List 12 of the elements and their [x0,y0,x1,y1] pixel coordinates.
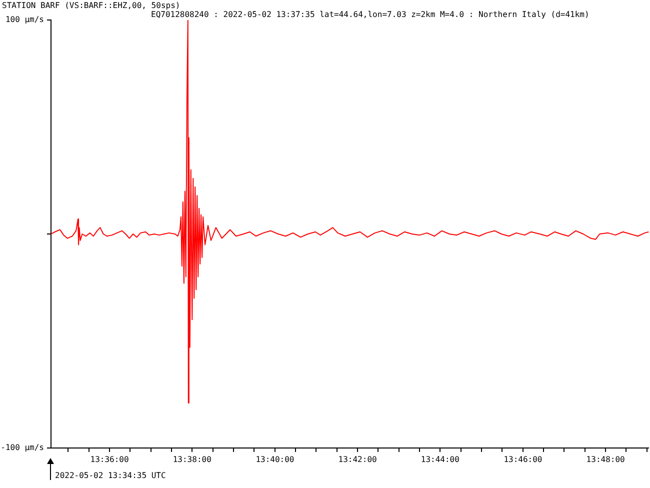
chart-title: STATION BARF (VS:BARF::EHZ,00, 50sps) [2,1,180,10]
x-tick-label: 13:48:00 [586,454,626,464]
x-tick-label: 13:40:00 [256,454,294,464]
y-tick-label: -100 µm/s [0,443,44,452]
text: 2022-05-02 13:34:35 UTC [55,471,166,480]
y-tick-label: 100 µm/s [5,15,44,24]
chart-subtitle: EQ7012808240 : 2022-05-02 13:37:35 lat=44.64,lon=7.03 z=2km M=4.0 : Northern Italy (d=41km) [151,10,590,20]
x-tick-label: 13:42:00 [338,454,378,464]
x-tick-label: 13:38:00 [172,454,212,464]
x-tick-label: 13:46:00 [504,454,542,464]
x-tick-label: 13:36:00 [90,454,129,464]
x-tick-label: 13:44:00 [420,454,460,464]
